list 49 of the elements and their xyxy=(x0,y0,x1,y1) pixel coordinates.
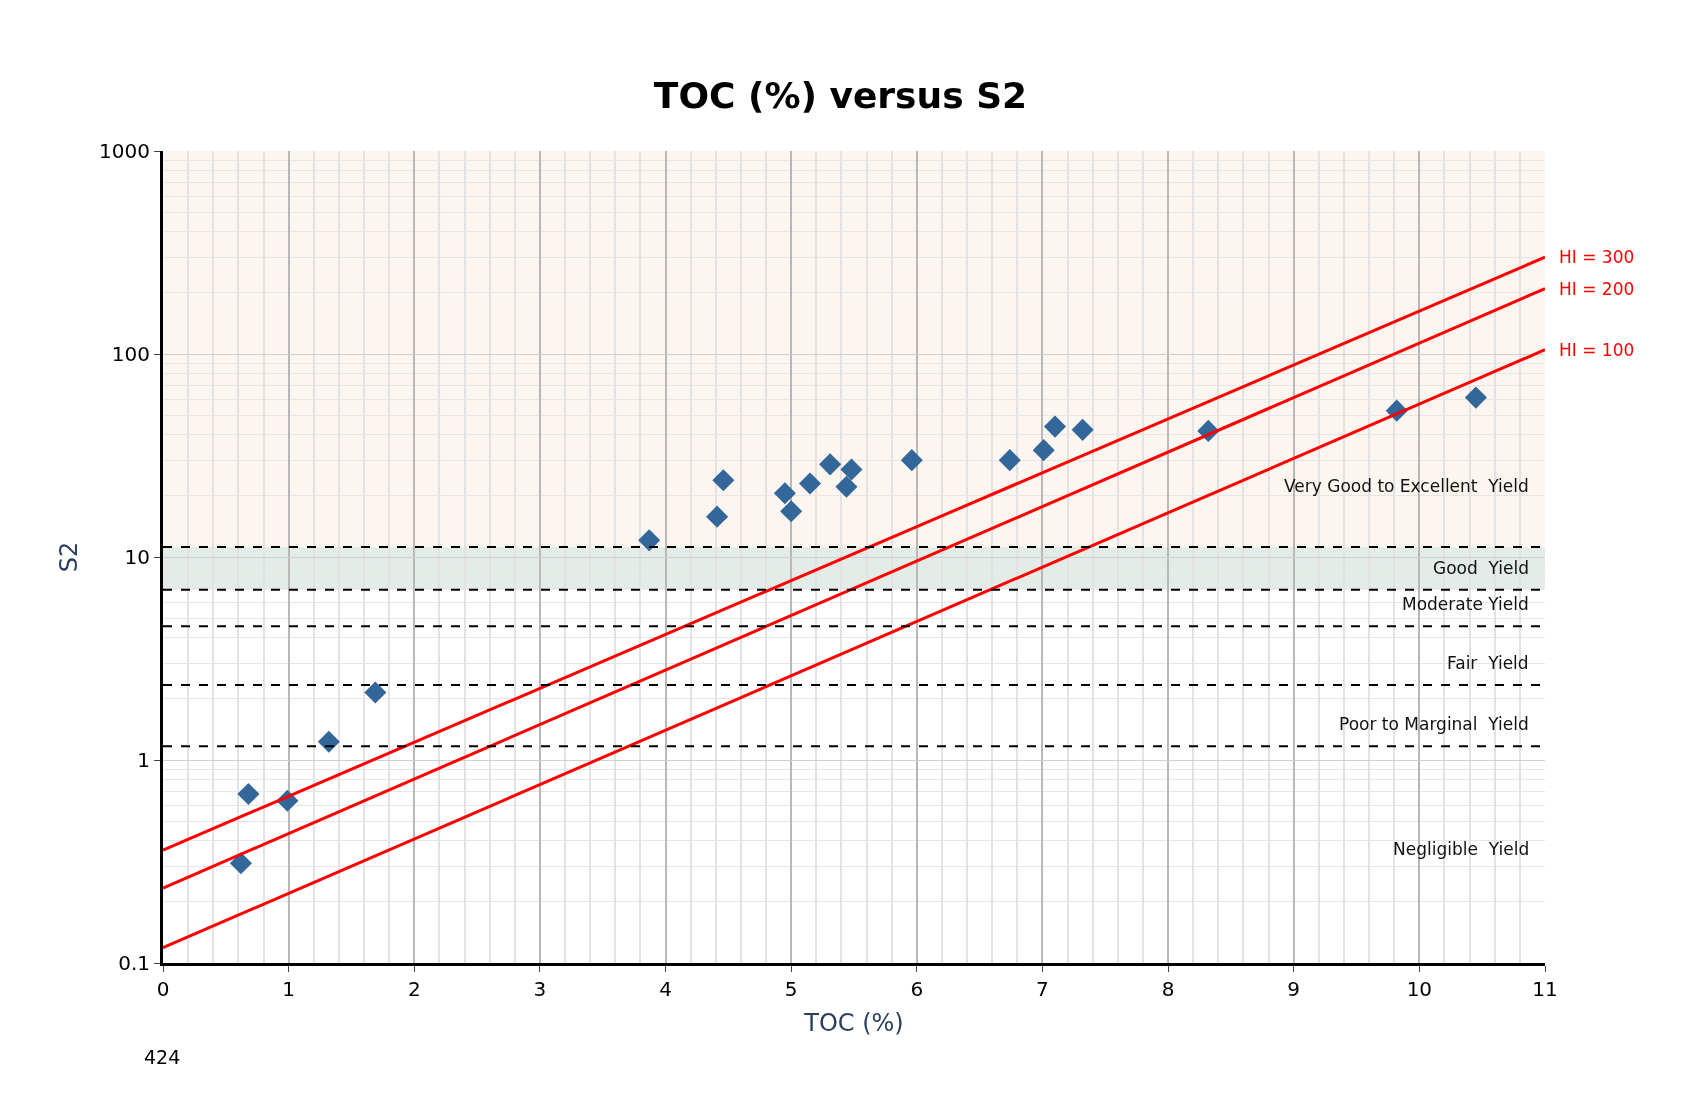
point xyxy=(237,782,260,806)
x-tick-label: 4 xyxy=(659,977,672,1001)
point xyxy=(1071,418,1094,441)
ref-line-label: Moderate Yield xyxy=(1402,594,1529,614)
y-tick-label: 10 xyxy=(124,545,150,569)
point xyxy=(840,458,863,481)
y-axis-title: S2 xyxy=(55,541,84,573)
point xyxy=(1464,386,1487,409)
x-tick-label: 6 xyxy=(910,977,924,1001)
point xyxy=(998,449,1021,472)
band-label: Good Yield xyxy=(1433,558,1530,578)
x-tick-label: 3 xyxy=(533,977,547,1001)
point xyxy=(364,681,387,704)
x-tick-label: 0 xyxy=(156,977,170,1001)
point xyxy=(900,449,923,472)
point xyxy=(1043,415,1067,438)
chart-title: TOC (%) versus S2 xyxy=(653,74,1028,116)
point xyxy=(819,453,842,476)
x-tick-label: 5 xyxy=(784,977,798,1001)
point xyxy=(798,472,822,495)
x-tick-label: 8 xyxy=(1161,977,1175,1001)
point xyxy=(229,852,252,875)
band-label: Very Good to Excellent Yield xyxy=(1284,476,1529,496)
x-tick-label: 7 xyxy=(1036,977,1049,1001)
series-label: HI = 300 xyxy=(1559,247,1635,267)
x-tick-label: 10 xyxy=(1406,977,1433,1001)
x-axis-title: TOC (%) xyxy=(803,1009,904,1038)
ref-line-label: Fair Yield xyxy=(1447,653,1529,673)
y-tick-label: 100 xyxy=(111,342,150,366)
x-tick-label: 1 xyxy=(282,977,296,1001)
y-tick-label: 1000 xyxy=(99,139,150,163)
point xyxy=(638,529,661,552)
x-tick-label: 9 xyxy=(1287,977,1301,1001)
x-tick-label: 11 xyxy=(1532,977,1558,1001)
point xyxy=(780,500,803,523)
annotation: Negligible Yield xyxy=(1393,839,1530,859)
text: 424 xyxy=(144,1046,181,1068)
x-tick-label: 2 xyxy=(407,977,421,1001)
y-tick-label: 1 xyxy=(137,748,150,772)
series-label: HI = 200 xyxy=(1559,279,1635,299)
point xyxy=(773,482,796,505)
series-label: HI = 100 xyxy=(1559,340,1635,360)
ref-line-label: Poor to Marginal Yield xyxy=(1339,714,1529,734)
point xyxy=(1032,439,1055,462)
point xyxy=(706,505,729,528)
point xyxy=(835,475,858,498)
point xyxy=(712,469,735,492)
point xyxy=(317,730,340,753)
y-tick-label: 0.1 xyxy=(118,951,150,975)
